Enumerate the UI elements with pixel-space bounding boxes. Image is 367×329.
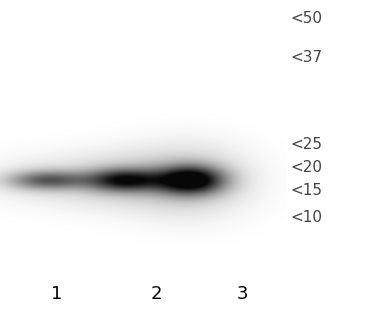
Text: <37: <37 <box>290 50 322 65</box>
Text: <20: <20 <box>290 160 322 175</box>
Text: <50: <50 <box>290 11 322 26</box>
Text: <25: <25 <box>290 137 322 152</box>
Text: 1: 1 <box>51 286 62 303</box>
Text: <10: <10 <box>290 210 322 225</box>
Text: 3: 3 <box>236 286 248 303</box>
Text: <15: <15 <box>290 183 322 198</box>
Text: 2: 2 <box>150 286 162 303</box>
